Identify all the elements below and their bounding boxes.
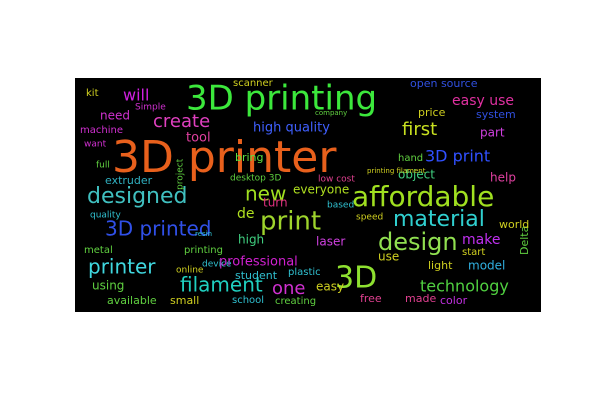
word: system [476,108,516,121]
word: professional [219,255,298,270]
word: printing [184,245,223,256]
word: price [418,106,446,119]
word: full [96,161,110,171]
word: using [92,279,124,293]
word: make [462,232,500,248]
word: new [245,182,286,206]
word: want [84,140,107,150]
word: creating [275,296,316,307]
word: de [237,206,255,222]
word: world [499,218,529,231]
word: material [393,207,485,232]
word: speed [356,213,383,223]
word: start [462,247,485,258]
word: part [480,126,505,140]
word: designed [87,184,187,209]
word: device [202,260,232,270]
word: made [405,292,436,305]
word: scanner [233,78,274,89]
word: technology [420,277,509,296]
word: model [468,259,505,273]
word: online [176,266,204,276]
word: open source [410,77,478,90]
word: design [378,228,458,256]
word: laser [316,235,345,249]
word: tool [186,131,211,146]
word: small [170,294,199,307]
word: based [327,201,354,211]
word: create [153,111,210,132]
word: will [123,86,149,105]
word: desktop 3D [230,174,281,184]
word: available [107,294,157,307]
word: low cost [318,175,355,185]
word: bring [235,151,264,164]
word: 3D printed [105,217,211,241]
word: color [440,294,468,307]
word: 3D [335,261,377,296]
word: filament [180,273,263,297]
word: first [402,119,437,140]
word: kit [86,88,99,99]
word: one [272,278,306,299]
word: extruder [105,174,153,187]
word: student [235,269,278,282]
word: 3D print [425,147,490,166]
word: need [100,109,130,123]
word: easy [316,280,344,294]
word: company [315,109,347,117]
word: resin [195,230,212,238]
word: object [398,168,435,182]
word: easy use [452,93,514,109]
word: 3D printing [186,79,377,119]
word: 3D printer [112,132,337,183]
word: school [232,295,264,306]
word: light [428,259,453,272]
word: high quality [253,121,330,136]
word: everyone [293,183,349,197]
cloud-background [75,78,541,312]
word: free [360,292,382,305]
word: use [378,250,399,264]
word: Delta [518,226,531,255]
word: plastic [288,267,321,278]
word: machine [80,125,123,136]
word: Simple [135,103,166,113]
word: print [260,207,321,237]
word: project [176,158,186,190]
word: hand [398,153,423,164]
word: printing filament [367,167,426,175]
word: help [490,171,516,185]
word: affordable [352,180,494,213]
word: printer [88,255,156,279]
word: metal [84,245,113,256]
word: turn [263,196,288,210]
word: quality [90,211,121,221]
word: high [238,233,264,247]
